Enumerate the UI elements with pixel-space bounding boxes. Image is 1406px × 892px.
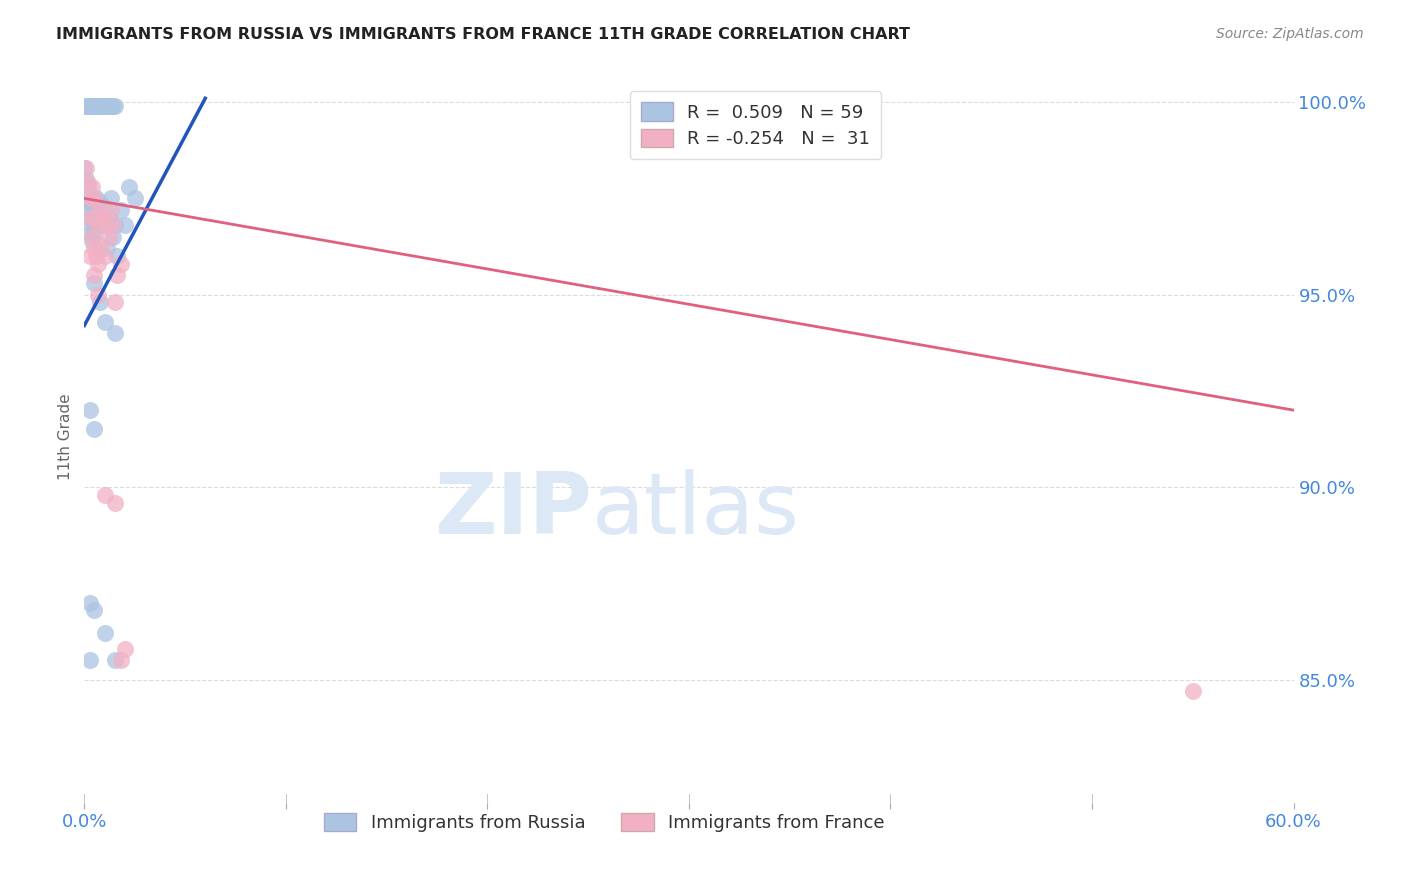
Point	[86, 191, 108, 205]
Point	[79, 403, 101, 417]
Point	[105, 249, 128, 263]
Point	[75, 191, 97, 205]
Point	[86, 211, 108, 225]
Point	[77, 179, 100, 194]
Point	[91, 219, 114, 233]
Point	[87, 219, 110, 233]
Text: atlas: atlas	[592, 468, 800, 552]
Point	[91, 211, 114, 225]
Point	[96, 242, 118, 256]
Point	[110, 653, 132, 667]
Point	[1181, 684, 1204, 698]
Point	[77, 176, 100, 190]
Point	[79, 226, 101, 240]
Point	[79, 249, 101, 263]
Point	[83, 242, 105, 256]
Legend: Immigrants from Russia, Immigrants from France: Immigrants from Russia, Immigrants from …	[315, 804, 894, 841]
Point	[79, 653, 101, 667]
Point	[93, 202, 115, 217]
Point	[100, 191, 122, 205]
Point	[89, 99, 111, 113]
Point	[79, 195, 101, 210]
Point	[83, 422, 105, 436]
Point	[87, 287, 110, 301]
Point	[82, 219, 104, 233]
Point	[73, 161, 96, 175]
Point	[82, 99, 104, 113]
Point	[104, 495, 127, 509]
Point	[87, 99, 110, 113]
Point	[86, 99, 108, 113]
Point	[118, 179, 141, 194]
Point	[75, 172, 97, 186]
Point	[97, 230, 120, 244]
Point	[104, 99, 127, 113]
Text: ZIP: ZIP	[434, 468, 592, 552]
Point	[75, 99, 97, 113]
Point	[93, 315, 115, 329]
Point	[110, 257, 132, 271]
Point	[87, 99, 110, 113]
Point	[124, 191, 146, 205]
Point	[104, 326, 127, 340]
Point	[100, 99, 122, 113]
Point	[79, 99, 101, 113]
Point	[83, 603, 105, 617]
Point	[87, 211, 110, 225]
Point	[83, 276, 105, 290]
Point	[89, 99, 111, 113]
Point	[82, 179, 104, 194]
Point	[89, 195, 111, 210]
Point	[79, 596, 101, 610]
Point	[105, 268, 128, 283]
Text: Source: ZipAtlas.com: Source: ZipAtlas.com	[1216, 27, 1364, 41]
Point	[91, 99, 114, 113]
Point	[101, 219, 124, 233]
Point	[86, 249, 108, 263]
Point	[104, 653, 127, 667]
Point	[89, 295, 111, 310]
Point	[96, 219, 118, 233]
Point	[89, 237, 111, 252]
Point	[83, 191, 105, 205]
Point	[77, 99, 100, 113]
Point	[100, 202, 122, 217]
Point	[101, 99, 124, 113]
Point	[93, 99, 115, 113]
Point	[73, 99, 96, 113]
Point	[104, 219, 127, 233]
Point	[89, 202, 111, 217]
Point	[93, 626, 115, 640]
Point	[79, 191, 101, 205]
Point	[93, 249, 115, 263]
Point	[110, 202, 132, 217]
Y-axis label: 11th Grade: 11th Grade	[58, 393, 73, 481]
Point	[82, 234, 104, 248]
Point	[97, 211, 120, 225]
Point	[83, 99, 105, 113]
Point	[96, 99, 118, 113]
Point	[83, 207, 105, 221]
Point	[93, 488, 115, 502]
Point	[79, 211, 101, 225]
Point	[97, 99, 120, 113]
Point	[104, 295, 127, 310]
Point	[82, 199, 104, 213]
Point	[83, 226, 105, 240]
Point	[77, 202, 100, 217]
Point	[82, 230, 104, 244]
Point	[75, 161, 97, 175]
Point	[87, 257, 110, 271]
Text: IMMIGRANTS FROM RUSSIA VS IMMIGRANTS FROM FRANCE 11TH GRADE CORRELATION CHART: IMMIGRANTS FROM RUSSIA VS IMMIGRANTS FRO…	[56, 27, 910, 42]
Point	[83, 268, 105, 283]
Point	[114, 219, 136, 233]
Point	[114, 641, 136, 656]
Point	[83, 99, 105, 113]
Point	[82, 99, 104, 113]
Point	[79, 211, 101, 225]
Point	[101, 230, 124, 244]
